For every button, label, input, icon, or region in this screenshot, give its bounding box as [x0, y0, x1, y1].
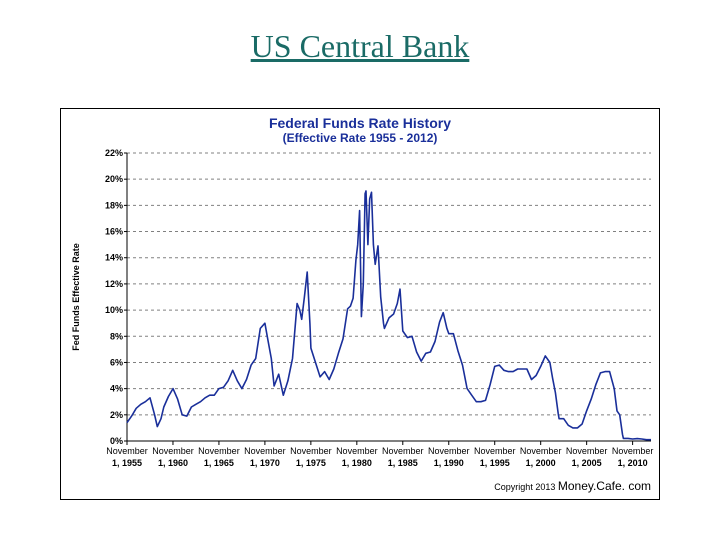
chart-title-main: Federal Funds Rate History — [61, 115, 659, 131]
svg-text:November: November — [566, 446, 608, 456]
svg-text:November: November — [474, 446, 516, 456]
svg-text:November: November — [520, 446, 562, 456]
svg-text:Fed Funds Effective Rate: Fed Funds Effective Rate — [71, 243, 81, 351]
svg-text:20%: 20% — [105, 174, 123, 184]
chart-title-sub: (Effective Rate 1955 - 2012) — [61, 131, 659, 145]
svg-text:1, 1975: 1, 1975 — [296, 458, 326, 468]
svg-text:November: November — [290, 446, 332, 456]
svg-text:November: November — [244, 446, 286, 456]
chart-copyright: Copyright 2013 Money.Cafe. com — [494, 477, 651, 495]
svg-text:1, 1990: 1, 1990 — [434, 458, 464, 468]
svg-text:November: November — [336, 446, 378, 456]
svg-text:1, 1965: 1, 1965 — [204, 458, 234, 468]
svg-text:November: November — [152, 446, 194, 456]
svg-text:November: November — [198, 446, 240, 456]
svg-text:1, 1980: 1, 1980 — [342, 458, 372, 468]
svg-text:0%: 0% — [110, 436, 123, 446]
svg-text:November: November — [382, 446, 424, 456]
svg-text:1, 1955: 1, 1955 — [112, 458, 142, 468]
chart-svg: 0% 2% 4% 6% 8% 10% 12% 14% 16% 18% 20% 22% Fed Funds… — [65, 149, 657, 477]
svg-text:1, 2010: 1, 2010 — [618, 458, 648, 468]
svg-text:1, 1985: 1, 1985 — [388, 458, 418, 468]
svg-text:November: November — [612, 446, 654, 456]
svg-text:1, 2000: 1, 2000 — [526, 458, 556, 468]
svg-text:14%: 14% — [105, 253, 123, 263]
svg-text:16%: 16% — [105, 227, 123, 237]
svg-text:12%: 12% — [105, 279, 123, 289]
svg-text:2%: 2% — [110, 410, 123, 420]
chart-container: Federal Funds Rate History (Effective Ra… — [60, 108, 660, 500]
slide-title: US Central Bank — [0, 28, 720, 65]
svg-text:1, 1995: 1, 1995 — [480, 458, 510, 468]
svg-text:November: November — [428, 446, 470, 456]
svg-text:8%: 8% — [110, 331, 123, 341]
svg-text:22%: 22% — [105, 149, 123, 158]
svg-text:1, 1970: 1, 1970 — [250, 458, 280, 468]
slide: US Central Bank Federal Funds Rate Histo… — [0, 0, 720, 540]
copyright-prefix: Copyright 2013 — [494, 482, 558, 492]
chart-plot: 0% 2% 4% 6% 8% 10% 12% 14% 16% 18% 20% 22% Fed Funds… — [65, 149, 657, 477]
svg-text:1, 2005: 1, 2005 — [572, 458, 602, 468]
chart-title-block: Federal Funds Rate History (Effective Ra… — [61, 115, 659, 145]
svg-text:1, 1960: 1, 1960 — [158, 458, 188, 468]
svg-text:6%: 6% — [110, 357, 123, 367]
copyright-brand: Money.Cafe. com — [558, 479, 651, 493]
slide-title-text: US Central Bank — [251, 28, 470, 64]
svg-text:10%: 10% — [105, 305, 123, 315]
svg-text:4%: 4% — [110, 384, 123, 394]
svg-text:18%: 18% — [105, 200, 123, 210]
svg-text:November: November — [106, 446, 148, 456]
